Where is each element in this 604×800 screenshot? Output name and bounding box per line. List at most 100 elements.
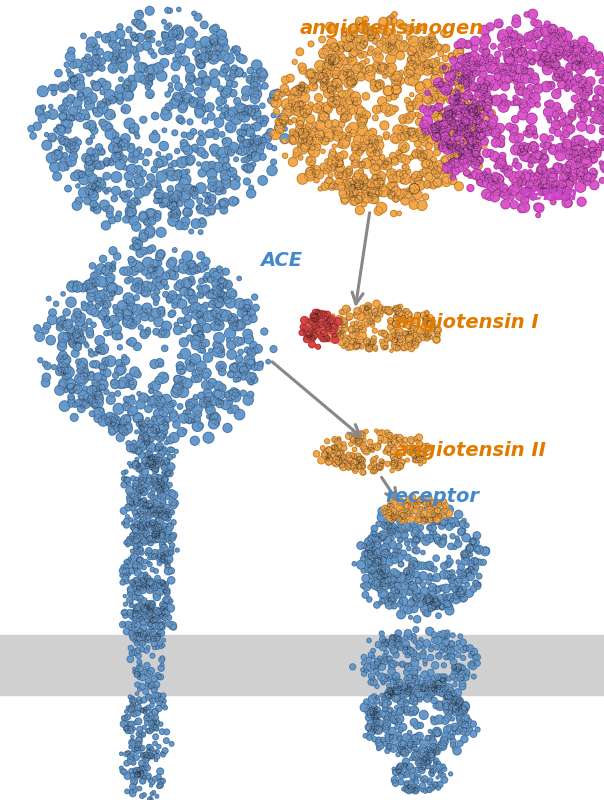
Ellipse shape <box>155 750 159 754</box>
Ellipse shape <box>451 78 456 84</box>
Ellipse shape <box>196 182 206 194</box>
Ellipse shape <box>361 556 365 562</box>
Ellipse shape <box>403 519 408 523</box>
Ellipse shape <box>178 118 183 123</box>
Ellipse shape <box>164 425 168 429</box>
Ellipse shape <box>164 729 170 734</box>
Ellipse shape <box>147 561 150 564</box>
Ellipse shape <box>145 754 150 758</box>
Ellipse shape <box>330 42 338 51</box>
Ellipse shape <box>207 113 215 120</box>
Ellipse shape <box>405 766 410 770</box>
Ellipse shape <box>435 702 445 710</box>
Ellipse shape <box>346 70 354 77</box>
Ellipse shape <box>337 327 342 332</box>
Ellipse shape <box>114 424 121 431</box>
Ellipse shape <box>420 685 427 691</box>
Ellipse shape <box>260 138 266 143</box>
Ellipse shape <box>336 318 339 321</box>
Ellipse shape <box>453 746 461 755</box>
Ellipse shape <box>161 464 167 470</box>
Ellipse shape <box>422 37 432 47</box>
Ellipse shape <box>271 130 280 139</box>
Ellipse shape <box>103 206 108 211</box>
Ellipse shape <box>365 344 373 351</box>
Ellipse shape <box>129 633 137 639</box>
Ellipse shape <box>469 107 480 117</box>
Ellipse shape <box>163 706 167 710</box>
Ellipse shape <box>143 159 149 166</box>
Ellipse shape <box>355 182 360 188</box>
Ellipse shape <box>396 682 402 688</box>
Ellipse shape <box>359 326 363 330</box>
Ellipse shape <box>129 604 132 607</box>
Ellipse shape <box>230 363 239 373</box>
Ellipse shape <box>432 516 435 519</box>
Ellipse shape <box>101 294 108 301</box>
Ellipse shape <box>431 166 442 177</box>
Ellipse shape <box>390 454 394 458</box>
Ellipse shape <box>71 313 80 322</box>
Ellipse shape <box>393 779 396 783</box>
Ellipse shape <box>431 518 434 521</box>
Ellipse shape <box>436 122 445 130</box>
Ellipse shape <box>369 707 378 715</box>
Ellipse shape <box>578 112 583 118</box>
Ellipse shape <box>231 49 235 53</box>
Ellipse shape <box>298 102 304 106</box>
Ellipse shape <box>332 78 341 88</box>
Ellipse shape <box>385 601 394 609</box>
Ellipse shape <box>229 197 238 206</box>
Ellipse shape <box>394 706 398 710</box>
Ellipse shape <box>362 446 369 454</box>
Ellipse shape <box>399 597 408 605</box>
Ellipse shape <box>176 34 183 40</box>
Ellipse shape <box>184 279 192 288</box>
Ellipse shape <box>565 79 571 85</box>
Ellipse shape <box>123 216 130 223</box>
Ellipse shape <box>121 565 126 570</box>
Ellipse shape <box>347 170 351 174</box>
Ellipse shape <box>447 594 454 601</box>
Ellipse shape <box>434 122 441 129</box>
Ellipse shape <box>523 153 532 162</box>
Ellipse shape <box>591 156 597 163</box>
Ellipse shape <box>403 309 407 313</box>
Ellipse shape <box>87 395 96 404</box>
Ellipse shape <box>132 222 141 231</box>
Ellipse shape <box>416 732 423 740</box>
Ellipse shape <box>436 768 440 772</box>
Ellipse shape <box>138 542 143 547</box>
Ellipse shape <box>469 553 472 557</box>
Ellipse shape <box>201 151 208 158</box>
Ellipse shape <box>582 83 592 93</box>
Ellipse shape <box>528 180 539 191</box>
Ellipse shape <box>405 554 411 561</box>
Ellipse shape <box>352 146 358 154</box>
Ellipse shape <box>390 594 397 602</box>
Ellipse shape <box>130 555 135 559</box>
Ellipse shape <box>185 360 190 365</box>
Ellipse shape <box>152 534 157 538</box>
Ellipse shape <box>112 261 116 265</box>
Ellipse shape <box>391 777 398 783</box>
Ellipse shape <box>83 280 93 290</box>
Ellipse shape <box>383 27 391 36</box>
Ellipse shape <box>474 156 483 166</box>
Ellipse shape <box>356 73 365 81</box>
Ellipse shape <box>150 792 154 796</box>
Ellipse shape <box>218 384 226 392</box>
Ellipse shape <box>59 320 66 328</box>
Ellipse shape <box>433 764 437 767</box>
Ellipse shape <box>321 311 326 317</box>
Ellipse shape <box>382 346 387 350</box>
Ellipse shape <box>153 458 159 463</box>
Ellipse shape <box>506 189 512 194</box>
Ellipse shape <box>158 694 161 696</box>
Ellipse shape <box>449 703 454 708</box>
Ellipse shape <box>429 97 435 103</box>
Ellipse shape <box>212 24 219 32</box>
Ellipse shape <box>477 132 484 140</box>
Ellipse shape <box>185 169 190 174</box>
Ellipse shape <box>117 57 123 63</box>
